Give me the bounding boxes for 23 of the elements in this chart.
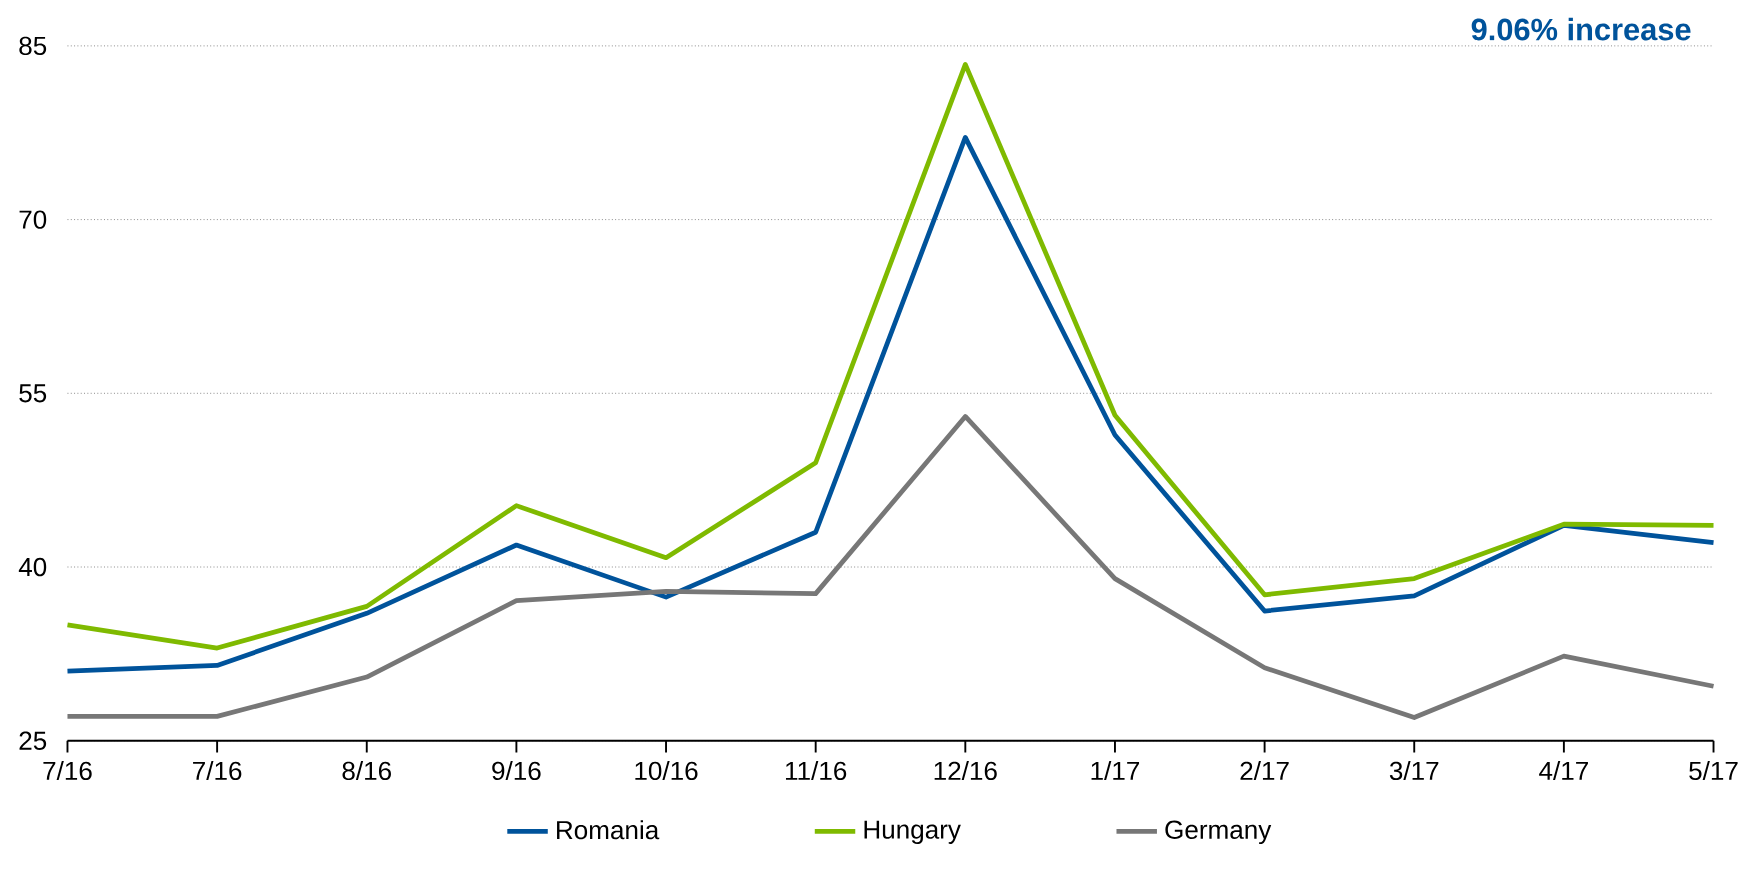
line-series — [65, 135, 1716, 674]
y-tick-label: 85 — [19, 36, 47, 56]
x-tick-label: 4/17 — [1539, 761, 1588, 781]
x-tick-label: 3/17 — [1389, 761, 1439, 781]
x-tick-label: 11/16 — [785, 761, 847, 781]
x-tick-label: 12/16 — [934, 761, 997, 781]
legend-label: Romania — [557, 820, 660, 840]
x-tick-label: 8/16 — [342, 761, 391, 781]
x-tick-label: 2/17 — [1240, 761, 1289, 781]
x-tick-label: 1/17 — [1091, 761, 1140, 781]
y-tick-label: 70 — [19, 210, 47, 229]
y-tick-label: 25 — [19, 731, 47, 751]
x-tick-label: 5/17 — [1689, 761, 1738, 781]
legend-label: Hungary — [864, 820, 961, 845]
x-tick-label: 7/16 — [43, 761, 92, 781]
y-tick-label: 40 — [18, 557, 47, 577]
x-tick-label: 7/16 — [193, 761, 242, 781]
legend-label: Germany — [1165, 820, 1272, 845]
text: 9.06% increase — [1471, 17, 1691, 41]
y-tick-label: 55 — [19, 384, 47, 403]
x-tick-label: 10/16 — [635, 761, 698, 781]
x-tick-label: 9/16 — [492, 761, 541, 781]
line-series — [65, 62, 1716, 651]
